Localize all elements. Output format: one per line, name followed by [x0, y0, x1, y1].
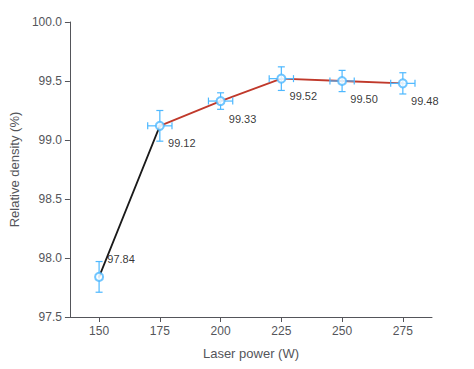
svg-text:99.5: 99.5	[39, 74, 63, 88]
svg-text:99.48: 99.48	[411, 95, 439, 107]
svg-text:Relative density (%): Relative density (%)	[7, 112, 22, 228]
svg-text:100.0: 100.0	[32, 15, 62, 29]
svg-text:97.5: 97.5	[39, 310, 63, 324]
svg-text:99.12: 99.12	[168, 137, 196, 149]
svg-text:99.33: 99.33	[229, 113, 257, 125]
svg-text:175: 175	[150, 324, 170, 338]
svg-text:98.0: 98.0	[39, 251, 63, 265]
svg-text:225: 225	[271, 324, 291, 338]
svg-text:250: 250	[332, 324, 352, 338]
svg-text:99.50: 99.50	[350, 93, 378, 105]
svg-text:98.5: 98.5	[39, 192, 63, 206]
svg-text:200: 200	[211, 324, 231, 338]
svg-text:Laser power (W): Laser power (W)	[203, 346, 299, 361]
svg-text:97.84: 97.84	[107, 253, 135, 265]
svg-text:99.52: 99.52	[290, 90, 318, 102]
svg-text:99.0: 99.0	[39, 133, 63, 147]
svg-text:150: 150	[89, 324, 109, 338]
svg-text:275: 275	[393, 324, 413, 338]
